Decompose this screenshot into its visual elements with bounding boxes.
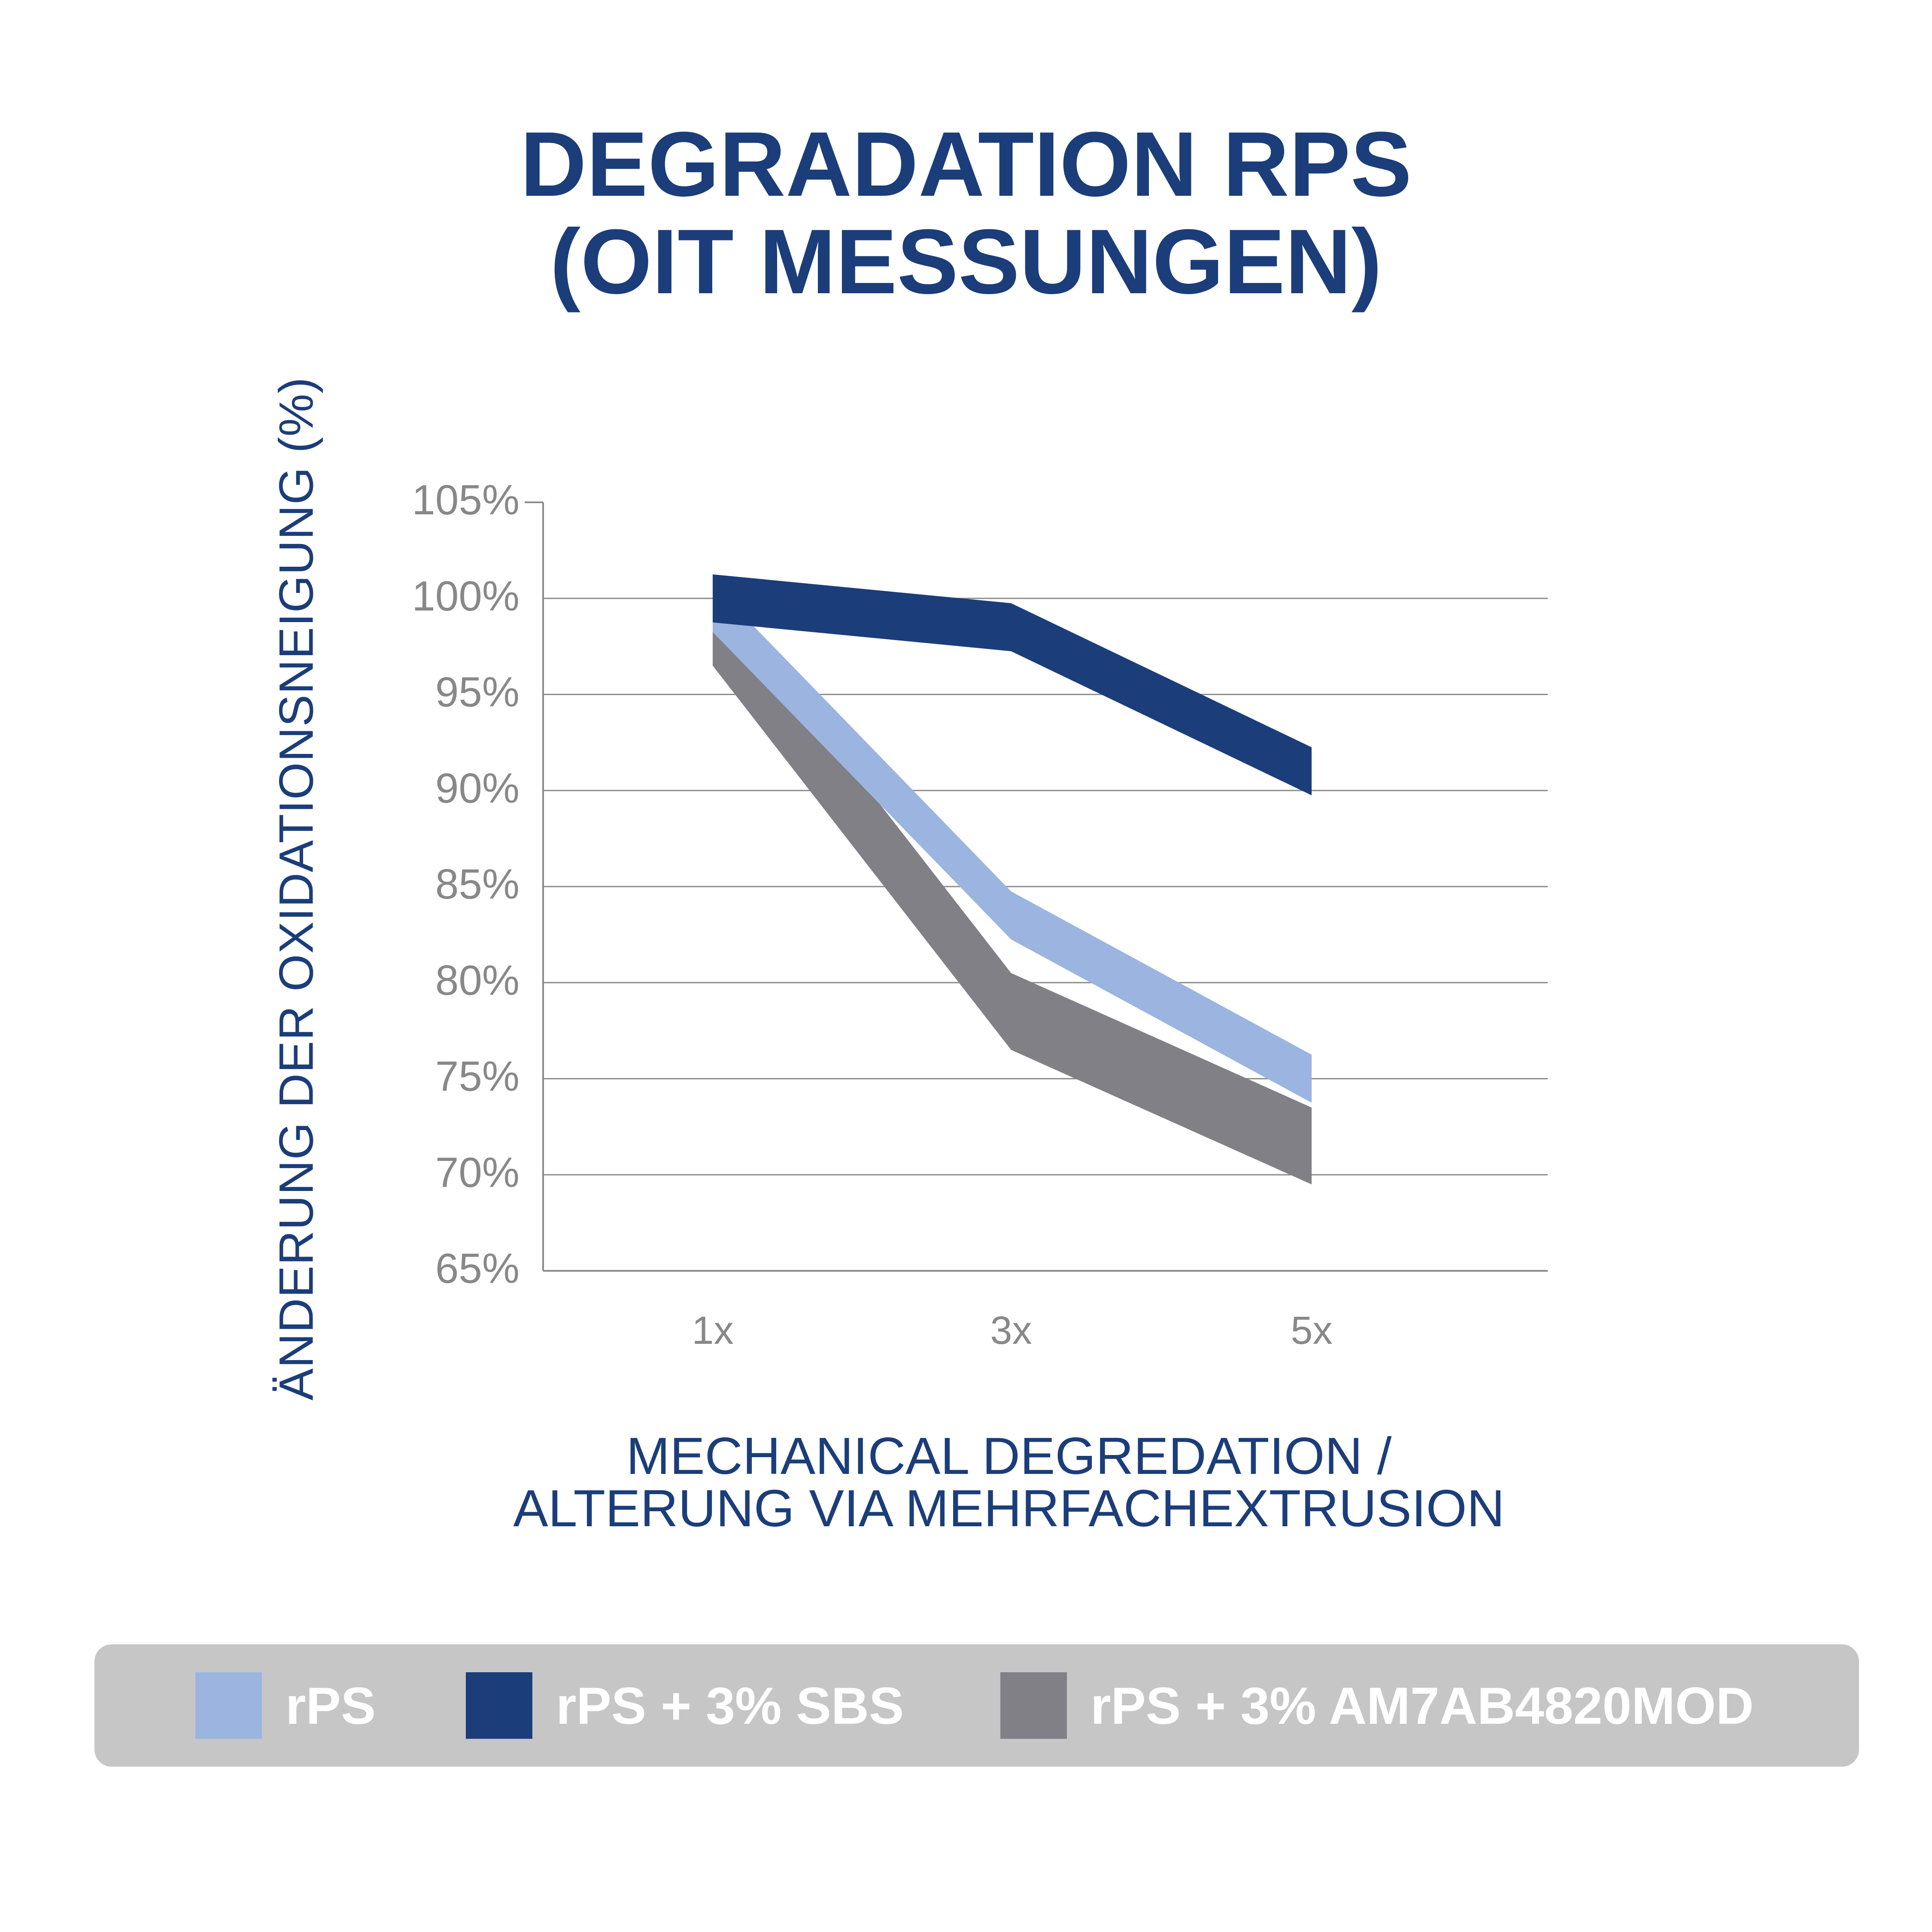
- x-tick-label-3x: 3x: [990, 1309, 1032, 1352]
- y-tick-label-80: 80%: [435, 957, 519, 1004]
- legend-swatch-rps-sbs: [466, 1672, 532, 1739]
- legend-swatch-rps: [195, 1672, 262, 1739]
- chart-title: DEGRADATION RPS (OIT MESSUNGEN): [0, 113, 1932, 313]
- legend-item-rps: rPS: [195, 1672, 376, 1739]
- y-tick-label-65: 65%: [435, 1245, 519, 1292]
- series-bands: [713, 574, 1312, 1185]
- series-2-segment-1: [1011, 973, 1312, 1185]
- series-0-segment-0: [713, 584, 1011, 940]
- legend-label-rps-am7ab: rPS + 3% AM7AB4820MOD: [1091, 1676, 1754, 1735]
- series-1-segment-0: [713, 574, 1011, 651]
- x-axis-label-line-1: MECHANICAL DEGREDATION /: [626, 1427, 1392, 1485]
- legend-label-rps: rPS: [286, 1676, 376, 1735]
- legend: rPS rPS + 3% SBS rPS + 3% AM7AB4820MOD: [94, 1644, 1859, 1767]
- series-0-segment-1: [1011, 891, 1312, 1103]
- grid-lines: [543, 598, 1548, 1176]
- tick-labels: 65% 70% 75% 80% 85% 90% 95% 100% 105% 1x 3x 5x: [412, 476, 1332, 1352]
- y-tick-label-100: 100%: [412, 572, 519, 620]
- y-tick-label-75: 75%: [435, 1053, 519, 1100]
- y-tick-label-70: 70%: [435, 1148, 519, 1196]
- y-tick-label-90: 90%: [435, 764, 519, 811]
- x-axis-label: MECHANICAL DEGREDATION / ALTERUNG VIA ME…: [429, 1430, 1589, 1534]
- legend-item-rps-am7ab: rPS + 3% AM7AB4820MOD: [1000, 1672, 1754, 1739]
- legend-swatch-rps-am7ab: [1000, 1672, 1067, 1739]
- x-tick-label-5x: 5x: [1291, 1309, 1332, 1352]
- legend-label-rps-sbs: rPS + 3% SBS: [556, 1676, 904, 1735]
- y-axis-label: ÄNDERUNG DER OXIDATIONSNEIGUNG (%): [269, 377, 323, 1401]
- chart-title-line-2: (OIT MESSUNGEN): [550, 210, 1382, 313]
- y-tick-label-95: 95%: [435, 668, 519, 716]
- axes: [525, 501, 1548, 1272]
- chart-title-line-1: DEGRADATION RPS: [520, 113, 1412, 216]
- x-axis-label-line-2: ALTERUNG VIA MEHRFACHEXTRUSION: [513, 1479, 1505, 1537]
- y-tick-label-105: 105%: [412, 476, 519, 523]
- y-tick-label-85: 85%: [435, 860, 519, 908]
- x-tick-label-1x: 1x: [692, 1309, 733, 1352]
- series-1-segment-1: [1011, 603, 1312, 796]
- legend-item-rps-sbs: rPS + 3% SBS: [466, 1672, 904, 1739]
